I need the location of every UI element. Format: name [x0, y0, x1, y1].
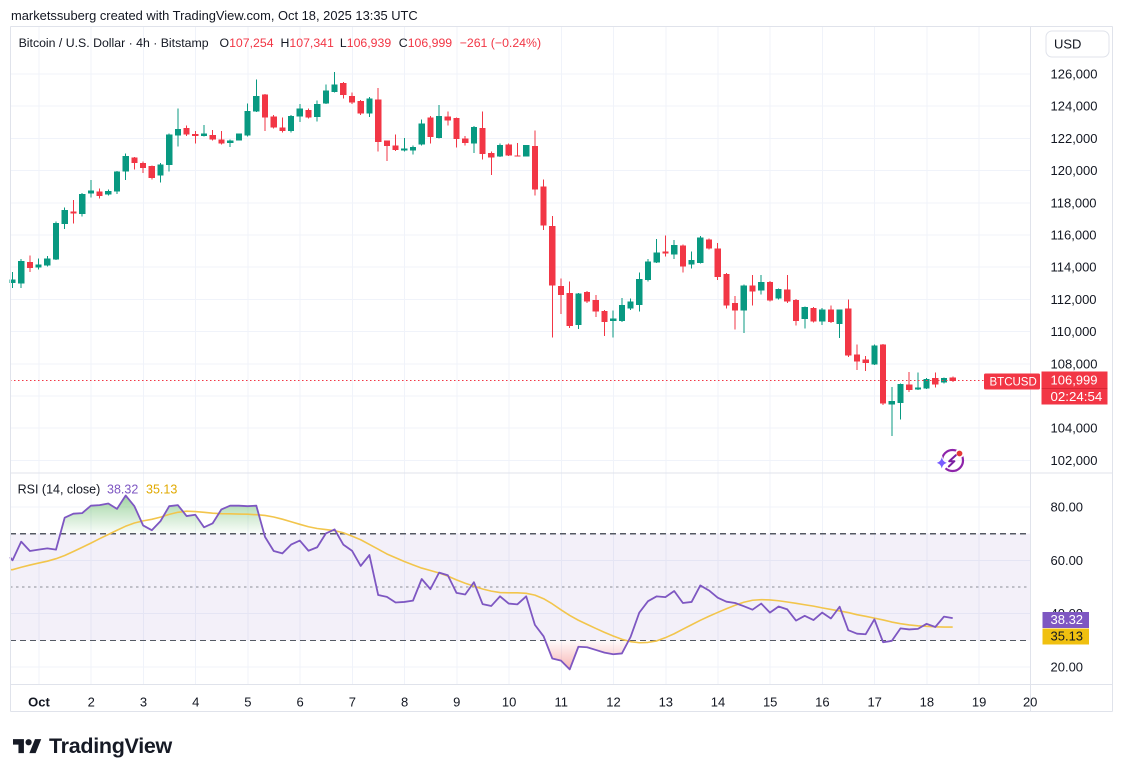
- svg-text:02:24:54: 02:24:54: [1051, 389, 1103, 404]
- svg-text:20: 20: [1023, 695, 1037, 710]
- svg-text:126,000: 126,000: [1051, 67, 1098, 82]
- svg-text:5: 5: [244, 695, 251, 710]
- svg-text:TradingView: TradingView: [49, 734, 173, 758]
- svg-text:18: 18: [920, 695, 934, 710]
- svg-text:C106,999: C106,999: [399, 36, 453, 50]
- svg-text:Bitcoin / U.S. Dollar · 4h · B: Bitcoin / U.S. Dollar · 4h · Bitstamp: [19, 36, 209, 50]
- svg-text:35.13: 35.13: [146, 483, 177, 497]
- svg-text:114,000: 114,000: [1051, 260, 1097, 275]
- svg-text:108,000: 108,000: [1051, 356, 1098, 371]
- svg-text:110,000: 110,000: [1051, 324, 1097, 339]
- svg-text:9: 9: [453, 695, 460, 710]
- svg-text:marketssuberg created with Tra: marketssuberg created with TradingView.c…: [11, 8, 418, 23]
- svg-text:38.32: 38.32: [1051, 612, 1084, 627]
- svg-text:112,000: 112,000: [1051, 292, 1097, 307]
- svg-text:35.13: 35.13: [1051, 629, 1084, 644]
- svg-text:16: 16: [815, 695, 829, 710]
- svg-text:6: 6: [296, 695, 303, 710]
- svg-text:O107,254: O107,254: [220, 36, 274, 50]
- svg-text:124,000: 124,000: [1051, 99, 1098, 114]
- svg-text:7: 7: [349, 695, 356, 710]
- svg-text:60.00: 60.00: [1051, 553, 1084, 568]
- svg-text:38.32: 38.32: [107, 483, 138, 497]
- svg-text:4: 4: [192, 695, 199, 710]
- svg-text:102,000: 102,000: [1051, 453, 1098, 468]
- svg-text:10: 10: [502, 695, 516, 710]
- svg-text:15: 15: [763, 695, 777, 710]
- svg-text:BTCUSD: BTCUSD: [990, 377, 1037, 389]
- svg-text:H107,341: H107,341: [281, 36, 335, 50]
- svg-text:12: 12: [606, 695, 620, 710]
- svg-text:2: 2: [88, 695, 95, 710]
- svg-text:Oct: Oct: [28, 695, 50, 710]
- svg-text:120,000: 120,000: [1051, 163, 1098, 178]
- svg-text:106,999: 106,999: [1051, 373, 1098, 388]
- svg-text:8: 8: [401, 695, 408, 710]
- svg-text:L106,939: L106,939: [340, 36, 391, 50]
- svg-text:104,000: 104,000: [1051, 421, 1098, 436]
- svg-text:−261 (−0.24%): −261 (−0.24%): [460, 36, 541, 50]
- svg-text:20.00: 20.00: [1051, 660, 1084, 675]
- svg-text:3: 3: [140, 695, 147, 710]
- svg-text:116,000: 116,000: [1051, 228, 1097, 243]
- svg-text:19: 19: [972, 695, 986, 710]
- svg-text:USD: USD: [1054, 37, 1081, 52]
- svg-text:RSI (14, close): RSI (14, close): [18, 483, 101, 497]
- svg-text:13: 13: [659, 695, 673, 710]
- svg-text:80.00: 80.00: [1051, 500, 1084, 515]
- svg-text:122,000: 122,000: [1051, 131, 1098, 146]
- svg-text:118,000: 118,000: [1051, 195, 1097, 210]
- svg-text:17: 17: [867, 695, 881, 710]
- svg-text:11: 11: [555, 695, 569, 710]
- svg-text:14: 14: [711, 695, 725, 710]
